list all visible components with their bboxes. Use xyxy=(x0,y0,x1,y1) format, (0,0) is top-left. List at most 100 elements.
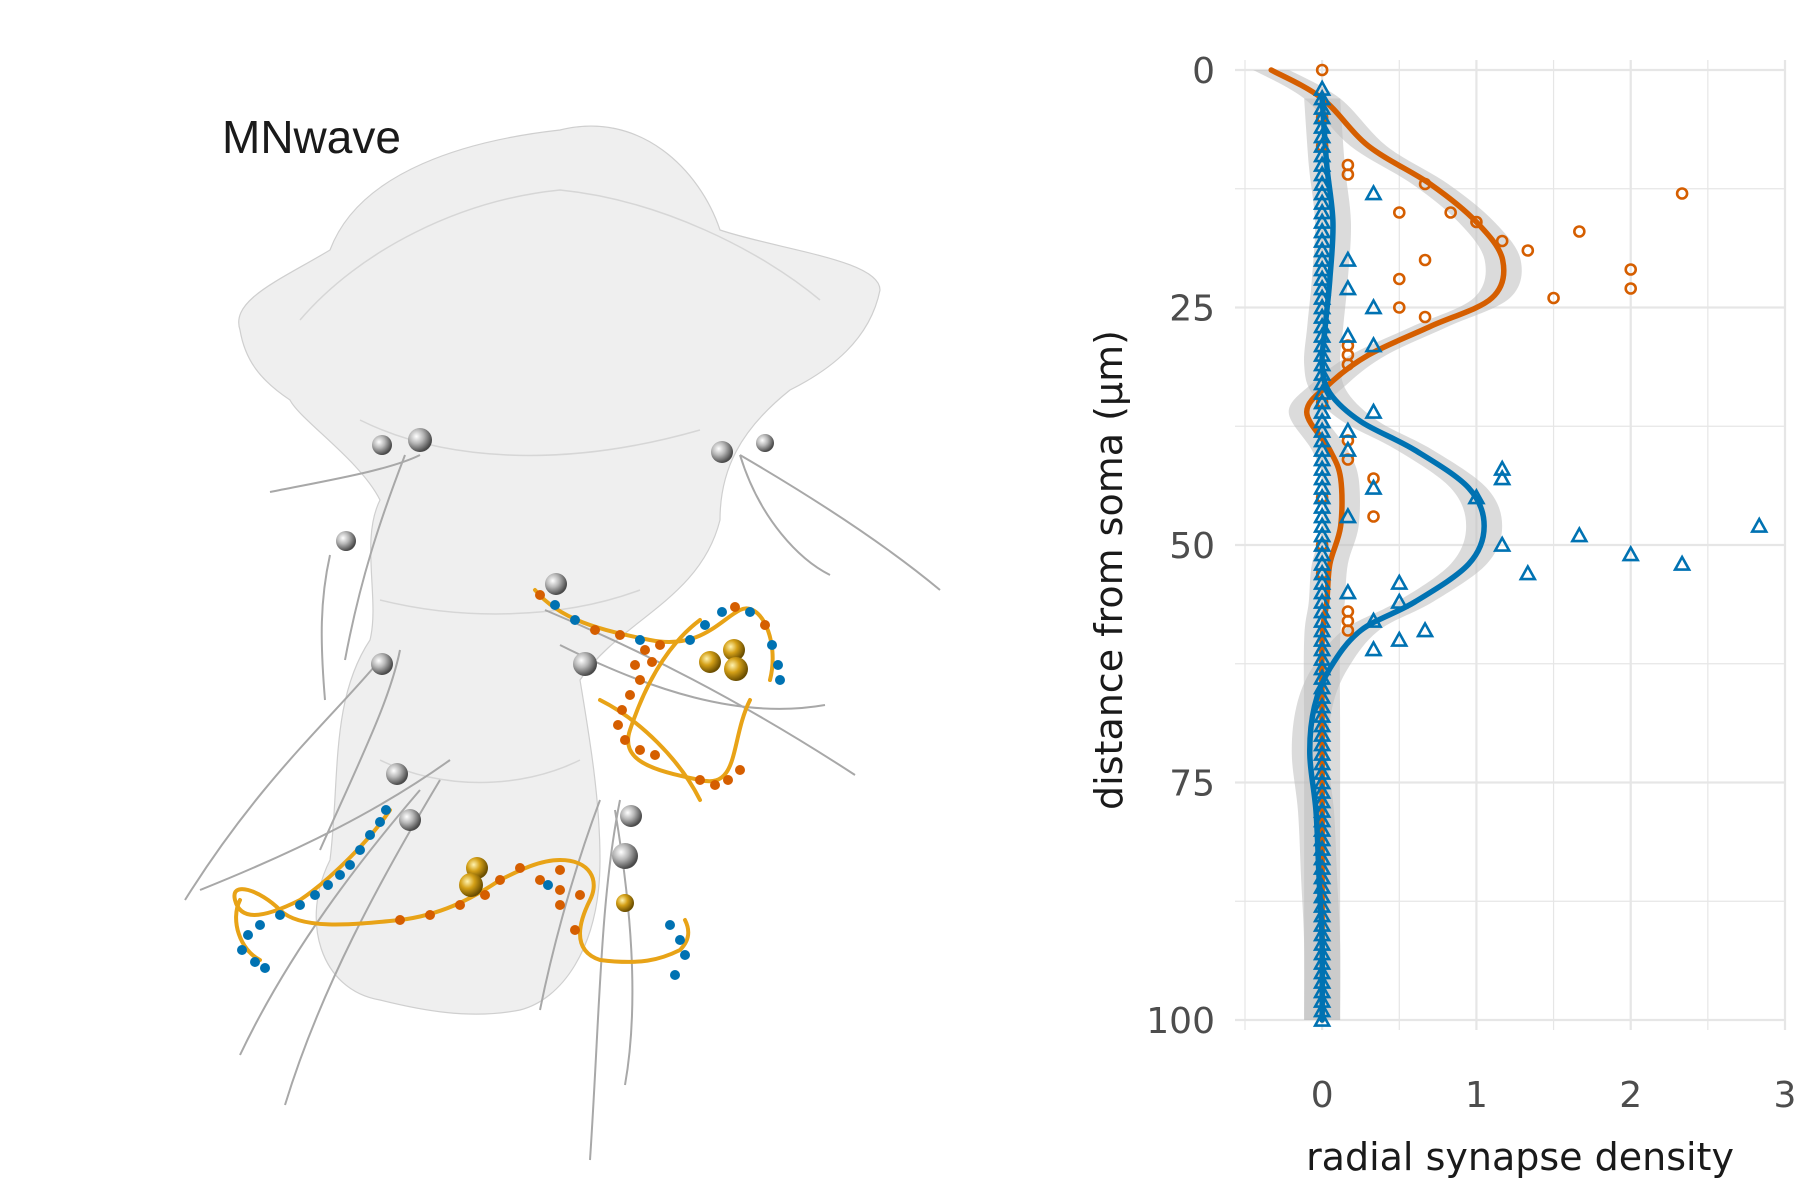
postsynaptic-point xyxy=(1312,411,1332,429)
gold-sphere xyxy=(723,639,745,661)
presynapse-dot xyxy=(650,750,660,760)
postsynaptic-point xyxy=(1338,250,1358,267)
postsynapse-dot xyxy=(745,607,755,617)
postsynaptic-point xyxy=(1312,373,1332,391)
presynapse-dot xyxy=(535,590,545,600)
presynaptic-point xyxy=(1315,63,1329,77)
postsynapse-dot xyxy=(275,910,285,920)
postsynapse-dot xyxy=(550,600,560,610)
postsynaptic-point xyxy=(1312,924,1332,942)
presynaptic-point xyxy=(1341,624,1355,637)
presynaptic-point xyxy=(1418,310,1432,324)
postsynaptic-point xyxy=(1312,430,1332,448)
postsynaptic-point xyxy=(1338,278,1358,296)
postsynaptic-point xyxy=(1390,592,1409,609)
postsynapse-dot xyxy=(381,805,391,815)
postsynaptic-point xyxy=(1338,326,1358,343)
postsynapse-dot xyxy=(680,950,690,960)
presynaptic-point xyxy=(1573,225,1586,238)
postsynapse-dot xyxy=(243,930,253,940)
postsynaptic-point xyxy=(1312,706,1332,723)
postsynaptic-point xyxy=(1312,392,1332,410)
postsynaptic-point xyxy=(1312,516,1332,533)
sphere xyxy=(399,809,421,831)
postsynaptic-point xyxy=(1312,791,1332,809)
postsynaptic-point xyxy=(1312,297,1332,315)
postsynapse-dot xyxy=(365,830,375,840)
postsynaptic-point xyxy=(1312,649,1332,666)
x-tick-label: 0 xyxy=(1311,1075,1334,1116)
presynapse-dot xyxy=(617,705,627,715)
postsynaptic-point xyxy=(1570,525,1589,543)
postsynaptic-point xyxy=(1312,259,1332,277)
presynapse-dot xyxy=(575,890,585,900)
postsynaptic-point xyxy=(1364,478,1383,495)
postsynaptic-point xyxy=(1364,402,1383,419)
postsynaptic-point xyxy=(1312,582,1332,600)
presynaptic-point xyxy=(1547,291,1560,305)
postsynapse-dot xyxy=(260,963,270,973)
postsynaptic-point xyxy=(1312,88,1332,106)
presynapse-dot xyxy=(635,675,645,685)
presynapse-dot xyxy=(555,865,565,875)
panel-label: MNwave xyxy=(222,111,401,163)
postsynapse-dot xyxy=(355,845,365,855)
postsynapse-dot xyxy=(665,920,675,930)
gold-sphere xyxy=(699,651,721,673)
gold-sphere xyxy=(616,894,634,912)
presynapse-dot xyxy=(395,915,405,925)
gold-spheres xyxy=(459,639,748,912)
postsynaptic-point xyxy=(1312,126,1332,144)
presynaptic-point xyxy=(1392,301,1406,314)
presynapse-dot xyxy=(555,885,565,895)
presynapse-dot xyxy=(480,890,490,900)
presynaptic-point xyxy=(1495,234,1509,248)
postsynaptic-point xyxy=(1390,630,1409,647)
presynapse-dot xyxy=(620,735,630,745)
postsynaptic-point xyxy=(1338,506,1358,524)
presynapse-dot xyxy=(535,875,545,885)
postsynaptic-point xyxy=(1312,753,1332,771)
postsynaptic-point xyxy=(1312,953,1332,970)
postsynaptic-point xyxy=(1312,981,1332,999)
presynapse-dot xyxy=(570,925,580,935)
postsynaptic-point xyxy=(1312,79,1332,96)
postsynaptic-point xyxy=(1312,212,1332,229)
postsynaptic-point xyxy=(1312,269,1332,286)
postsynaptic-point xyxy=(1312,345,1332,362)
postsynapse-dot xyxy=(345,860,355,870)
y-tick-label: 50 xyxy=(1169,526,1215,567)
neuropil-mesh xyxy=(238,125,881,1015)
postsynaptic-point xyxy=(1312,554,1332,571)
postsynaptic-point xyxy=(1312,307,1332,324)
postsynapse-dot xyxy=(767,640,777,650)
postsynaptic-point xyxy=(1621,544,1640,562)
sphere xyxy=(711,441,733,463)
presynapse-dot xyxy=(723,775,733,785)
arbor-paths xyxy=(232,588,775,964)
postsynaptic-point xyxy=(1312,820,1332,837)
postsynaptic-point xyxy=(1312,459,1332,476)
postsynaptic-point xyxy=(1312,383,1332,400)
postsynaptic-point xyxy=(1312,734,1332,752)
postsynapse-dot xyxy=(310,890,320,900)
presynaptic-point xyxy=(1624,282,1638,295)
postsynaptic-point xyxy=(1312,364,1332,381)
postsynapse-dot xyxy=(323,880,333,890)
postsynaptic-point xyxy=(1312,886,1332,904)
postsynapse-dot xyxy=(670,970,680,980)
postsynaptic-point xyxy=(1312,962,1332,980)
postsynaptic-point xyxy=(1312,478,1332,495)
postsynaptic-point xyxy=(1364,183,1383,201)
postsynapse-dot xyxy=(685,635,695,645)
postsynaptic-point xyxy=(1312,278,1332,296)
postsynaptic-point xyxy=(1312,858,1332,875)
y-tick-label: 25 xyxy=(1169,289,1215,330)
postsynaptic-point xyxy=(1312,782,1332,799)
postsynaptic-point xyxy=(1312,905,1332,923)
sphere xyxy=(620,805,642,827)
x-axis-label: radial synapse density xyxy=(1306,1135,1734,1179)
postsynaptic-point xyxy=(1750,516,1769,533)
postsynaptic-point xyxy=(1312,506,1332,524)
density-plot: 0 25 50 75 100 0 1 2 3 radial synapse density d… xyxy=(1087,51,1796,1179)
